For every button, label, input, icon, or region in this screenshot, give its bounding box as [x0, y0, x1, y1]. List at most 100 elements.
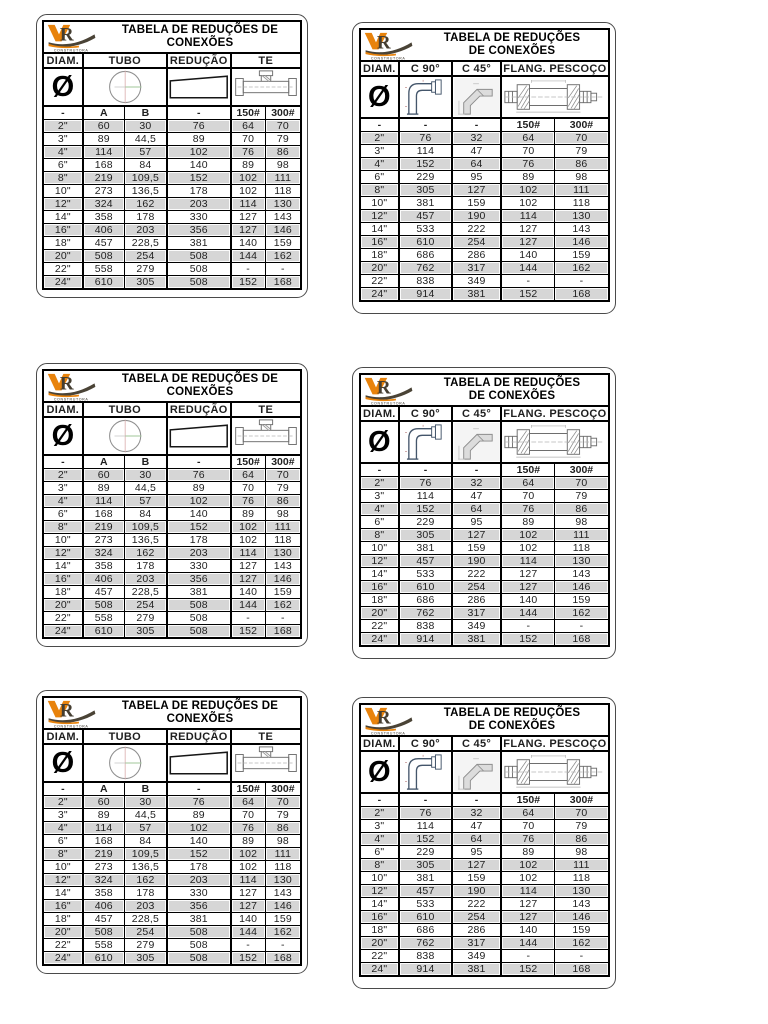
table-row: 22" 558 279 508- -	[42, 262, 302, 276]
value-cell: 228,5	[123, 236, 168, 250]
sub-header-row: - - -150# 300#	[359, 117, 609, 132]
table-title-line1: TABELA DE REDUÇÕES DE	[121, 24, 279, 36]
logo-box: R CONSTRUTORA	[44, 698, 100, 727]
value-cell: 533	[398, 897, 453, 911]
value-cell: 358	[81, 886, 125, 900]
value-cell: 102	[500, 541, 556, 555]
value-cell: 144	[229, 598, 266, 612]
diam-cell: 2"	[359, 476, 400, 490]
value-cell: 76	[166, 795, 232, 809]
value-cell: 70	[500, 489, 556, 503]
value-cell: 508	[81, 598, 125, 612]
column-header-diam-: DIAM.	[42, 401, 84, 418]
logo-v	[364, 32, 387, 50]
sub-header-cell: 300#	[554, 792, 609, 807]
drawing-row: Ø	[42, 744, 303, 783]
value-cell: 32	[450, 806, 502, 820]
value-cell: 203	[123, 572, 168, 586]
value-cell: 356	[166, 223, 232, 237]
value-cell: 102	[166, 821, 232, 835]
value-cell: 89	[500, 170, 556, 184]
value-cell: 127	[229, 886, 266, 900]
value-cell: 76	[398, 806, 453, 820]
value-cell: 508	[166, 262, 232, 276]
diam-cell: 18"	[359, 923, 400, 937]
table-row: 3" 114 47 70 79	[359, 489, 609, 503]
column-header-tubo: TUBO	[81, 728, 169, 745]
value-cell: 162	[123, 197, 168, 211]
value-cell: 98	[264, 834, 302, 848]
title-row: R CONSTRUTORA TABELA DE REDUÇÕES DE CONEXÕE…	[43, 370, 301, 403]
value-cell: 508	[166, 624, 232, 639]
value-cell: 144	[229, 249, 266, 263]
value-cell: 79	[554, 489, 609, 503]
value-cell: 30	[123, 795, 168, 809]
sub-header-cell: -	[398, 117, 453, 132]
value-cell: 64	[500, 131, 556, 145]
elbow-90-cell	[398, 76, 453, 119]
value-cell: 178	[123, 210, 168, 224]
value-cell: 508	[166, 611, 232, 625]
value-cell: 159	[264, 585, 302, 599]
elbow-45-drawing	[453, 753, 500, 791]
value-cell: 102	[229, 520, 266, 534]
diam-cell: 8"	[359, 858, 400, 872]
value-cell: 76	[166, 468, 232, 482]
table-row: 10" 381 159 102 118	[359, 541, 609, 555]
diam-cell: 14"	[359, 222, 400, 236]
value-cell: 89	[166, 132, 232, 146]
diam-cell: 3"	[42, 132, 84, 146]
table-row: 12" 324 162 203 114 130	[42, 873, 302, 887]
value-cell: 47	[450, 819, 502, 833]
table-row: 16" 610 254 127 146	[359, 910, 609, 924]
column-header-row: DIAM. TUBO REDUÇÃO TE	[42, 728, 303, 745]
value-cell: 457	[398, 884, 453, 898]
diam-cell: 16"	[42, 223, 84, 237]
diam-cell: 16"	[359, 235, 400, 249]
value-cell: 111	[554, 183, 609, 197]
value-cell: 229	[398, 170, 453, 184]
value-cell: 162	[264, 249, 302, 263]
logo-v	[364, 377, 387, 395]
value-cell: 254	[450, 580, 502, 594]
company-logo: R CONSTRUTORA	[47, 700, 96, 727]
diam-cell: 22"	[359, 274, 400, 288]
company-logo: R CONSTRUTORA	[364, 32, 412, 59]
table-row: 22" 838 349- -	[359, 949, 609, 963]
sub-header-cell: -	[166, 105, 232, 120]
value-cell: 558	[81, 938, 125, 952]
diameter-symbol: Ø	[368, 425, 391, 458]
table-row: 18" 457 228,5 381 140 159	[42, 585, 302, 599]
value-cell: -	[264, 611, 302, 625]
reducer-drawing	[169, 75, 228, 99]
table-row: 10" 381 159 102 118	[359, 871, 609, 885]
value-cell: 76	[500, 832, 556, 846]
value-cell: 254	[450, 910, 502, 924]
value-cell: 70	[554, 476, 609, 490]
table-card-left: R CONSTRUTORA TABELA DE REDUÇÕES DE CONEXÕE…	[36, 363, 308, 647]
value-cell: 203	[166, 873, 232, 887]
diam-cell: 16"	[359, 580, 400, 594]
elbow-45-cell	[450, 751, 503, 794]
diam-cell: 18"	[42, 585, 84, 599]
table-row: 16" 406 203 356 127 146	[42, 223, 302, 237]
elbow-45-drawing	[453, 423, 500, 461]
value-cell: -	[229, 611, 266, 625]
table-row: 18" 457 228,5 381 140 159	[42, 912, 302, 926]
weld-neck-flange-drawing	[504, 79, 604, 113]
value-cell: 203	[166, 197, 232, 211]
table-row: 20" 762 317 144 162	[359, 606, 609, 620]
diam-cell: 22"	[42, 938, 84, 952]
table-row: 12" 457 190 114 130	[359, 884, 609, 898]
reduction-table: R CONSTRUTORA TABELA DE REDUÇÕES DE CONEXÕE…	[358, 28, 610, 302]
column-header-diam-: DIAM.	[358, 60, 401, 77]
value-cell: 140	[229, 912, 266, 926]
value-cell: 98	[264, 158, 302, 172]
sub-header-cell: -	[359, 117, 400, 132]
drawing-row: Ø	[358, 421, 610, 464]
value-cell: 57	[123, 494, 168, 508]
diameter-symbol: Ø	[368, 80, 391, 113]
table-card-right: R CONSTRUTORA TABELA DE REDUÇÕES DE CONEXÕE…	[352, 367, 616, 659]
table-title: TABELA DE REDUÇÕES DE CONEXÕES	[100, 373, 300, 399]
value-cell: 162	[554, 261, 609, 275]
